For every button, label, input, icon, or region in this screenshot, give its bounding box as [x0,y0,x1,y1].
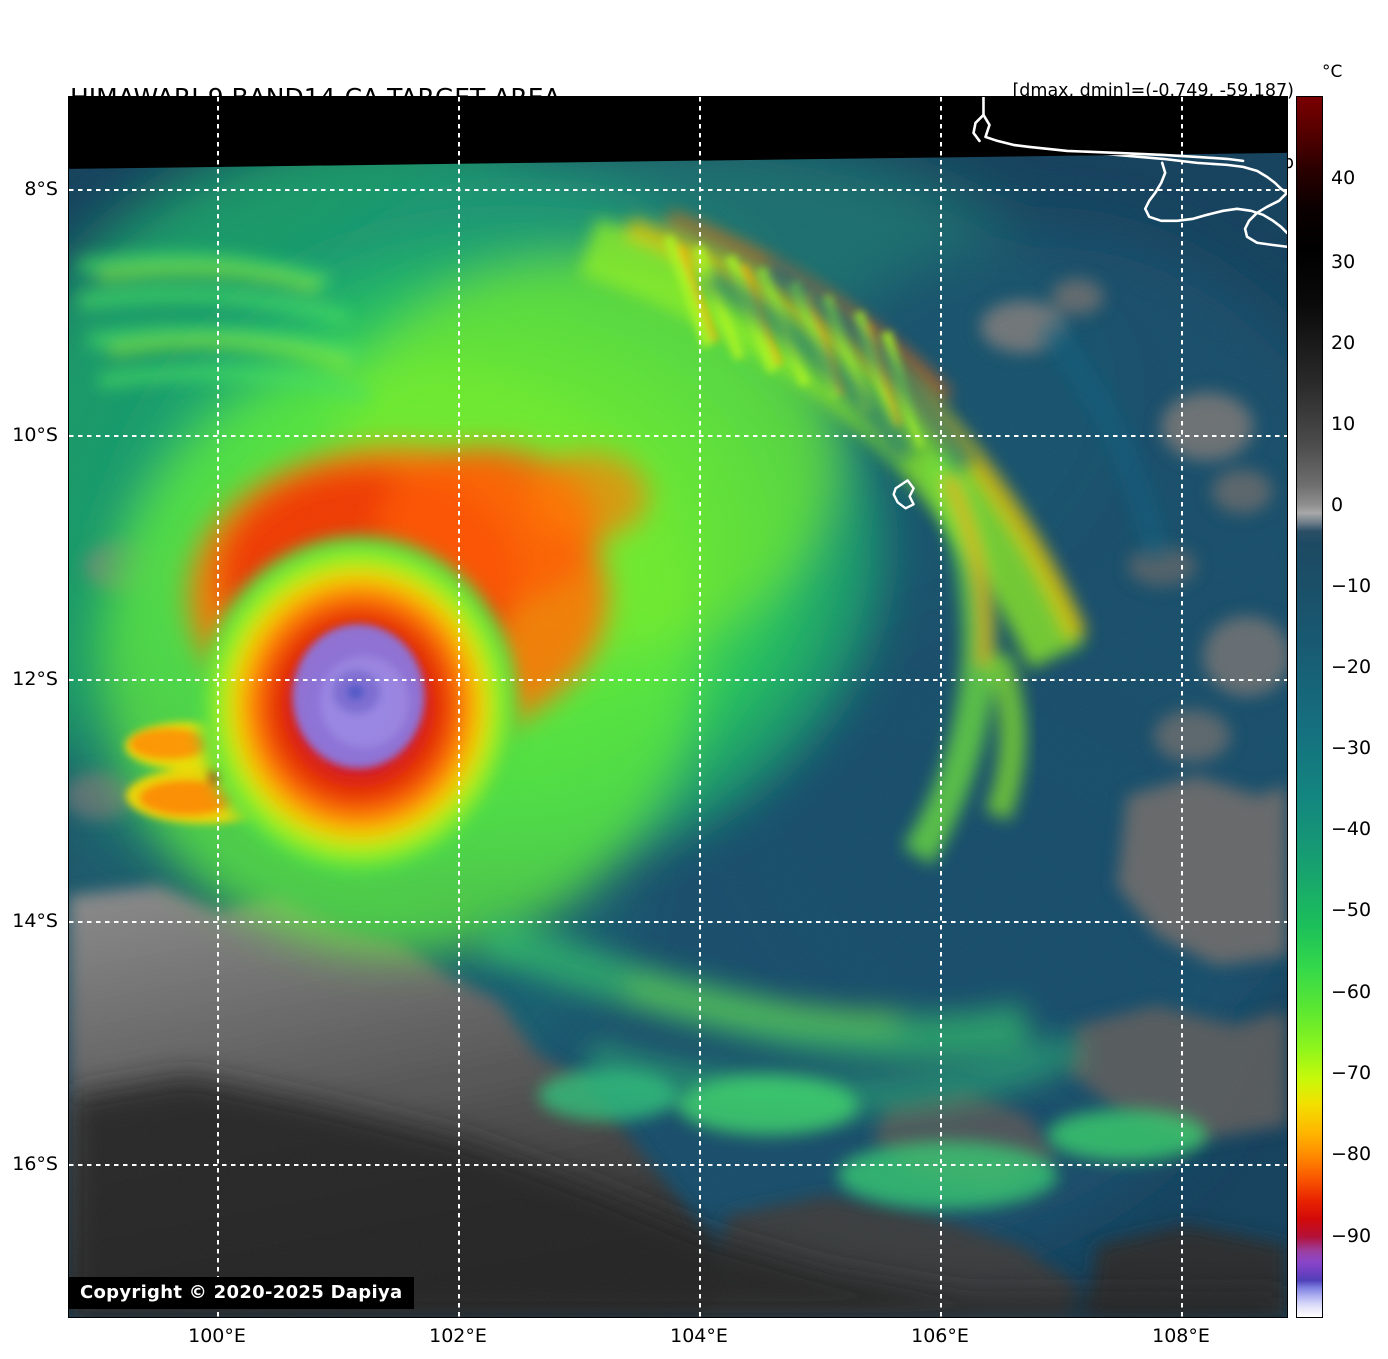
y-axis-tick-16s: 16°S [12,1153,58,1175]
x-axis-tick-106e: 106°E [911,1325,969,1347]
copyright-watermark: Copyright © 2020-2025 Dapiya [68,1277,415,1309]
colorbar-tick-0: 0 [1331,494,1344,516]
y-axis-tick-14s: 14°S [12,910,58,932]
colorbar-tick-30: 30 [1331,251,1356,273]
colorbar-tick-m40: −40 [1331,818,1372,840]
satellite-plot-area[interactable] [68,96,1288,1318]
x-axis-tick-102e: 102°E [429,1325,487,1347]
gridline-lon-104 [699,97,701,1317]
y-axis-tick-8s: 8°S [24,178,58,200]
gridline-lat-16s [69,1164,1287,1166]
gridline-lat-8s [69,189,1287,191]
colorbar-tick-m80: −80 [1331,1143,1372,1165]
x-axis-tick-104e: 104°E [670,1325,728,1347]
colorbar-tick-20: 20 [1331,332,1356,354]
colorbar-tick-m70: −70 [1331,1062,1372,1084]
gridline-lon-108 [1181,97,1183,1317]
gridline-lat-12s [69,679,1287,681]
y-axis-tick-10s: 10°S [12,424,58,446]
temperature-colorbar [1296,96,1323,1318]
gridline-lat-10s [69,435,1287,437]
gridline-lon-102 [458,97,460,1317]
colorbar-tick-m50: −50 [1331,899,1372,921]
colorbar-tick-m90: −90 [1331,1225,1372,1247]
colorbar-tick-10: 10 [1331,413,1356,435]
x-axis-tick-100e: 100°E [188,1325,246,1347]
gridline-lat-14s [69,921,1287,923]
colorbar-tick-m10: −10 [1331,575,1372,597]
gridline-lon-100 [217,97,219,1317]
colorbar-tick-m30: −30 [1331,737,1372,759]
colorbar-tick-40: 40 [1331,167,1356,189]
colorbar-tick-m20: −20 [1331,656,1372,678]
colorbar-unit-label: °C [1322,62,1343,82]
infrared-cloud-top-raster [69,97,1287,1317]
colorbar-tick-m60: −60 [1331,981,1372,1003]
x-axis-tick-108e: 108°E [1152,1325,1210,1347]
y-axis-tick-12s: 12°S [12,668,58,690]
gridline-lon-106 [940,97,942,1317]
